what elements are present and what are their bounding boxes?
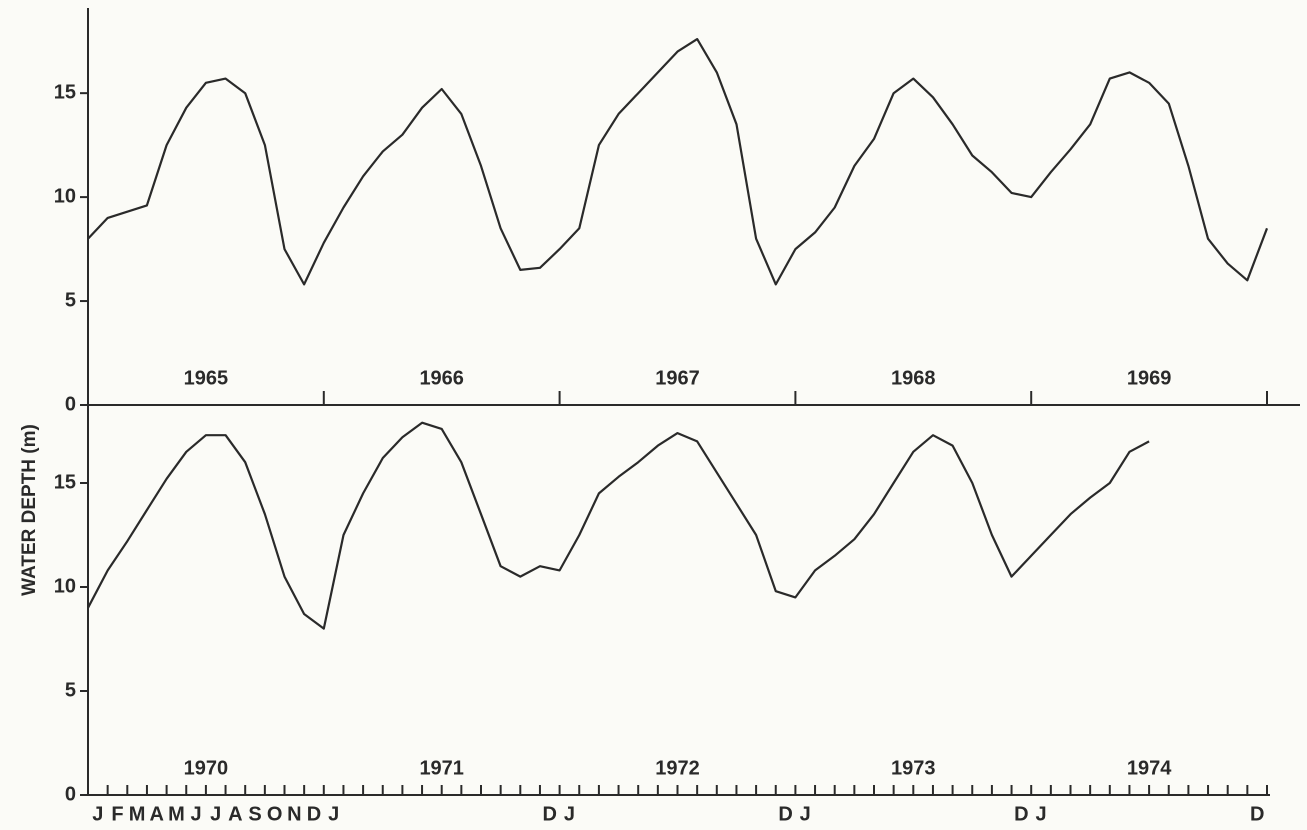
x-tick-label: F bbox=[111, 803, 123, 825]
data-line bbox=[87, 38, 1269, 286]
x-tick-label: J bbox=[210, 803, 221, 825]
year-label: 1967 bbox=[655, 367, 700, 389]
year-label: 1966 bbox=[419, 367, 464, 389]
y-tick-label: 15 bbox=[54, 81, 76, 103]
year-label: 1968 bbox=[891, 367, 936, 389]
x-tick-label: O bbox=[267, 803, 283, 825]
x-tick-label: J bbox=[564, 803, 575, 825]
y-tick-label: 10 bbox=[54, 185, 76, 207]
year-label: 1965 bbox=[184, 367, 229, 389]
x-tick-label: J bbox=[92, 803, 103, 825]
x-tick-label: J bbox=[328, 803, 339, 825]
x-tick-label: M bbox=[129, 803, 146, 825]
year-label: 1974 bbox=[1127, 757, 1172, 779]
y-tick-label: 5 bbox=[65, 679, 76, 701]
y-tick-label: 5 bbox=[65, 289, 76, 311]
y-tick-label: 0 bbox=[65, 783, 76, 805]
x-tick-label: M bbox=[168, 803, 185, 825]
year-label: 1970 bbox=[184, 757, 229, 779]
x-tick-label: D bbox=[307, 803, 321, 825]
x-tick-label: D bbox=[1250, 803, 1264, 825]
year-label: 1972 bbox=[655, 757, 700, 779]
year-label: 1973 bbox=[891, 757, 936, 779]
x-tick-label: D bbox=[1014, 803, 1028, 825]
x-tick-label: J bbox=[191, 803, 202, 825]
year-label: 1969 bbox=[1127, 367, 1172, 389]
data-line bbox=[87, 421, 1150, 630]
y-tick-label: 10 bbox=[54, 575, 76, 597]
x-tick-label: S bbox=[248, 803, 261, 825]
x-tick-label: D bbox=[543, 803, 557, 825]
y-tick-label: 15 bbox=[54, 471, 76, 493]
x-tick-label: A bbox=[228, 803, 242, 825]
x-tick-label: N bbox=[287, 803, 301, 825]
y-tick-label: 0 bbox=[65, 393, 76, 415]
x-tick-label: A bbox=[150, 803, 164, 825]
y-axis-title: WATER DEPTH (m) bbox=[19, 424, 40, 596]
year-label: 1971 bbox=[419, 757, 464, 779]
x-tick-label: J bbox=[1035, 803, 1046, 825]
x-tick-label: D bbox=[778, 803, 792, 825]
x-tick-label: J bbox=[800, 803, 811, 825]
